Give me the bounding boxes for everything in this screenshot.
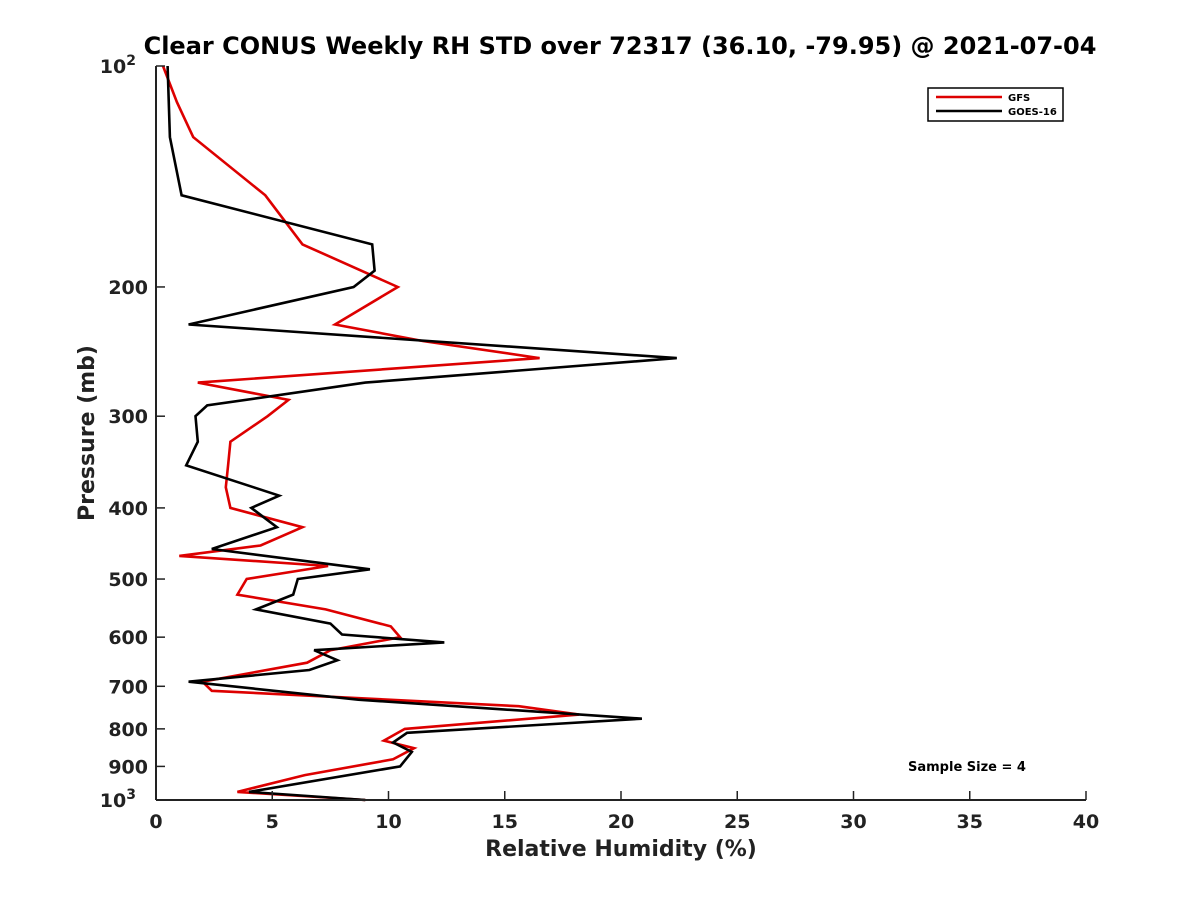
series-line-gfs	[161, 65, 580, 802]
legend-label-gfs: GFS	[1008, 93, 1030, 104]
y-tick-label: 900	[108, 756, 148, 778]
x-tick-label: 15	[492, 811, 518, 833]
sample-size-annotation: Sample Size = 4	[908, 760, 1026, 775]
x-tick-label: 5	[266, 811, 279, 833]
x-tick-label: 35	[957, 811, 983, 833]
x-tick-label: 10	[375, 811, 401, 833]
y-tick-label: 800	[108, 719, 148, 741]
legend-box	[927, 87, 1064, 122]
y-ticks: 102 200 300 400 500 600 700 800 900 103	[100, 53, 165, 812]
x-axis-label: Relative Humidity (%)	[485, 837, 757, 862]
y-tick-label: 103	[100, 787, 136, 812]
y-tick-label: 200	[108, 277, 148, 299]
y-tick-exponent: 3	[126, 787, 136, 803]
legend: GFS GOES-16	[927, 87, 1064, 122]
series-layer	[161, 65, 677, 802]
series-line-goes16	[166, 65, 677, 802]
x-tick-label: 30	[840, 811, 866, 833]
x-tick-label: 20	[608, 811, 634, 833]
legend-label-goes16: GOES-16	[1008, 107, 1057, 118]
y-tick-label: 700	[108, 676, 148, 698]
x-tick-label: 25	[724, 811, 750, 833]
x-tick-label: 0	[149, 811, 162, 833]
chart-title: Clear CONUS Weekly RH STD over 72317 (36…	[144, 32, 1097, 60]
y-tick-label: 500	[108, 569, 148, 591]
x-ticks: 0 5 10 15 20 25 30 35 40	[149, 791, 1099, 833]
y-tick-label: 400	[108, 498, 148, 520]
y-tick-exponent: 2	[126, 53, 136, 69]
x-tick-label: 40	[1073, 811, 1099, 833]
y-axis-label: Pressure (mb)	[75, 345, 100, 521]
y-tick-label: 600	[108, 627, 148, 649]
y-tick-label: 300	[108, 406, 148, 428]
y-tick-label: 102	[100, 53, 136, 78]
